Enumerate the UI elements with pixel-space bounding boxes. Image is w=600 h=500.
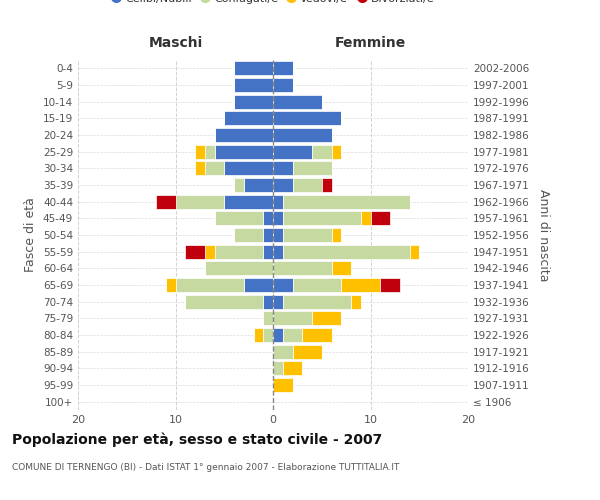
- Bar: [234, 228, 263, 242]
- Bar: [224, 162, 273, 175]
- Bar: [293, 162, 331, 175]
- Bar: [273, 94, 322, 109]
- Bar: [205, 162, 224, 175]
- Bar: [234, 78, 273, 92]
- Bar: [351, 294, 361, 308]
- Bar: [156, 194, 176, 209]
- Bar: [273, 178, 293, 192]
- Bar: [312, 311, 341, 326]
- Text: Femmine: Femmine: [335, 36, 406, 50]
- Bar: [224, 112, 273, 126]
- Bar: [312, 144, 331, 159]
- Bar: [273, 144, 312, 159]
- Bar: [215, 128, 273, 142]
- Bar: [273, 128, 331, 142]
- Bar: [293, 178, 322, 192]
- Bar: [176, 194, 224, 209]
- Bar: [331, 228, 341, 242]
- Bar: [205, 261, 273, 276]
- Y-axis label: Anni di nascita: Anni di nascita: [538, 188, 550, 281]
- Bar: [215, 144, 273, 159]
- Bar: [273, 361, 283, 376]
- Bar: [331, 261, 351, 276]
- Bar: [273, 244, 283, 259]
- Bar: [263, 244, 273, 259]
- Bar: [195, 162, 205, 175]
- Bar: [273, 162, 293, 175]
- Bar: [195, 144, 205, 159]
- Bar: [224, 194, 273, 209]
- Bar: [273, 194, 283, 209]
- Bar: [185, 244, 205, 259]
- Bar: [234, 94, 273, 109]
- Text: Popolazione per età, sesso e stato civile - 2007: Popolazione per età, sesso e stato civil…: [12, 432, 382, 447]
- Text: COMUNE DI TERNENGO (BI) - Dati ISTAT 1° gennaio 2007 - Elaborazione TUTTITALIA.I: COMUNE DI TERNENGO (BI) - Dati ISTAT 1° …: [12, 462, 400, 471]
- Bar: [283, 294, 351, 308]
- Bar: [273, 311, 312, 326]
- Bar: [263, 294, 273, 308]
- Bar: [302, 328, 331, 342]
- Bar: [361, 211, 371, 226]
- Bar: [409, 244, 419, 259]
- Bar: [293, 278, 341, 292]
- Bar: [273, 62, 293, 76]
- Bar: [380, 278, 400, 292]
- Bar: [283, 361, 302, 376]
- Bar: [205, 144, 215, 159]
- Bar: [273, 261, 331, 276]
- Bar: [273, 328, 283, 342]
- Bar: [273, 278, 293, 292]
- Bar: [254, 328, 263, 342]
- Bar: [283, 328, 302, 342]
- Bar: [293, 344, 322, 359]
- Bar: [371, 211, 390, 226]
- Bar: [283, 228, 331, 242]
- Bar: [273, 228, 283, 242]
- Legend: Celibi/Nubili, Coniugati/e, Vedovi/e, Divorziati/e: Celibi/Nubili, Coniugati/e, Vedovi/e, Di…: [107, 0, 439, 8]
- Bar: [263, 228, 273, 242]
- Bar: [185, 294, 263, 308]
- Bar: [263, 311, 273, 326]
- Bar: [283, 244, 409, 259]
- Bar: [215, 244, 263, 259]
- Y-axis label: Fasce di età: Fasce di età: [25, 198, 37, 272]
- Bar: [166, 278, 176, 292]
- Bar: [176, 278, 244, 292]
- Bar: [244, 178, 273, 192]
- Bar: [341, 278, 380, 292]
- Bar: [273, 378, 293, 392]
- Bar: [273, 344, 293, 359]
- Bar: [273, 294, 283, 308]
- Bar: [283, 211, 361, 226]
- Text: Maschi: Maschi: [148, 36, 203, 50]
- Bar: [234, 178, 244, 192]
- Bar: [273, 112, 341, 126]
- Bar: [244, 278, 273, 292]
- Bar: [331, 144, 341, 159]
- Bar: [283, 194, 409, 209]
- Bar: [273, 211, 283, 226]
- Bar: [205, 244, 215, 259]
- Bar: [215, 211, 263, 226]
- Bar: [263, 328, 273, 342]
- Bar: [322, 178, 331, 192]
- Bar: [234, 62, 273, 76]
- Bar: [273, 78, 293, 92]
- Bar: [263, 211, 273, 226]
